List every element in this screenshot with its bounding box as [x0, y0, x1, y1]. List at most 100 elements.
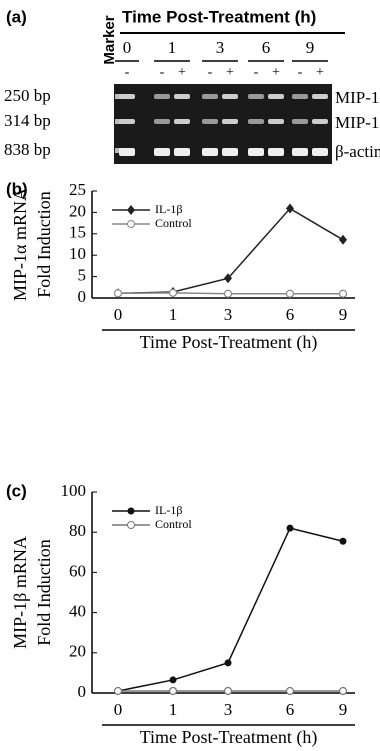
y-tick-label: 15: [69, 223, 86, 242]
y-tick-label: 60: [69, 561, 86, 580]
treatment-sign: +: [272, 65, 280, 80]
time-label: 6: [262, 38, 271, 57]
data-point: [170, 289, 177, 296]
gel-band: [312, 119, 328, 124]
x-axis-label: Time Post-Treatment (h): [140, 332, 318, 353]
y-tick-label: 20: [69, 642, 86, 661]
treatment-sign: -: [160, 65, 165, 80]
y-tick-label: 40: [69, 602, 86, 621]
gene-label: β-actin: [335, 142, 380, 161]
legend-marker: [127, 205, 135, 215]
legend-label: IL-1β: [155, 503, 182, 517]
data-point: [340, 290, 347, 297]
data-point: [287, 525, 294, 532]
data-point: [170, 687, 177, 694]
treatment-sign: -: [125, 65, 130, 80]
panel-label: (a): [6, 7, 27, 26]
gel-band: [222, 94, 238, 99]
gel-band: [222, 148, 238, 156]
series-line: [118, 209, 343, 294]
x-tick-label: 9: [339, 700, 348, 719]
band-size: 314 bp: [4, 111, 51, 130]
gel-band: [292, 94, 308, 99]
y-tick-label: 20: [69, 201, 86, 220]
treatment-sign: -: [298, 65, 303, 80]
x-tick-label: 1: [169, 305, 178, 324]
data-point: [225, 290, 232, 297]
treatment-sign: +: [316, 65, 324, 80]
treatment-sign: +: [226, 65, 234, 80]
data-point: [339, 235, 347, 245]
y-tick-label: 10: [69, 244, 86, 263]
data-point: [115, 290, 122, 297]
gene-label: MIP-1β: [335, 113, 380, 132]
y-tick-label: 100: [61, 481, 87, 500]
y-axis-label: MIP-1β mRNA: [10, 536, 30, 649]
gel-band: [119, 148, 135, 156]
data-point: [225, 687, 232, 694]
x-axis-label: Time Post-Treatment (h): [140, 727, 318, 748]
data-point: [170, 676, 177, 683]
legend-marker: [128, 221, 135, 228]
gel-band: [248, 94, 264, 99]
gel-band: [202, 148, 218, 156]
gel-band: [268, 119, 284, 124]
time-label: 9: [306, 38, 315, 57]
gel-band: [248, 148, 264, 156]
legend-label: Control: [155, 517, 192, 531]
band-size: 250 bp: [4, 86, 51, 105]
data-point: [340, 687, 347, 694]
time-label: 0: [123, 38, 132, 57]
y-tick-label: 0: [78, 287, 87, 306]
time-label: 3: [216, 38, 225, 57]
gel-band: [248, 119, 264, 124]
gel-band: [312, 148, 328, 156]
y-tick-label: 0: [78, 682, 87, 701]
x-tick-label: 3: [224, 305, 233, 324]
data-point: [287, 687, 294, 694]
series-line: [118, 528, 343, 691]
gel-band: [174, 119, 190, 124]
gel-band: [119, 119, 135, 124]
gel-band: [312, 94, 328, 99]
x-tick-label: 1: [169, 700, 178, 719]
data-point: [115, 687, 122, 694]
gel-band: [202, 119, 218, 124]
data-point: [287, 290, 294, 297]
legend-label: Control: [155, 216, 192, 230]
y-tick-label: 25: [69, 180, 86, 199]
legend-marker: [128, 508, 135, 515]
gel-band: [292, 148, 308, 156]
x-tick-label: 3: [224, 700, 233, 719]
treatment-sign: -: [208, 65, 213, 80]
y-axis-label: Fold Induction: [34, 191, 54, 298]
figure: (a) Marker Time Post-Treatment (h) 01369…: [0, 0, 380, 751]
gel-band: [174, 94, 190, 99]
data-point: [225, 659, 232, 666]
x-tick-label: 0: [114, 700, 123, 719]
gel-band: [292, 119, 308, 124]
time-label: 1: [168, 38, 177, 57]
y-tick-label: 80: [69, 521, 86, 540]
gel-title: Time Post-Treatment (h): [122, 7, 316, 26]
gel-band: [154, 119, 170, 124]
legend-label: IL-1β: [155, 202, 182, 216]
legend-marker: [128, 522, 135, 529]
band-size: 838 bp: [4, 140, 51, 159]
gel-band: [154, 94, 170, 99]
y-tick-label: 5: [78, 266, 87, 285]
x-tick-label: 9: [339, 305, 348, 324]
gel-band: [174, 148, 190, 156]
x-tick-label: 6: [286, 305, 295, 324]
gel-band: [268, 94, 284, 99]
treatment-sign: +: [178, 65, 186, 80]
x-tick-label: 0: [114, 305, 123, 324]
y-axis-label: Fold Induction: [34, 539, 54, 646]
y-axis-label: MIP-1α mRNA: [10, 188, 30, 301]
x-tick-label: 6: [286, 700, 295, 719]
gel-band: [222, 119, 238, 124]
gel-band: [119, 94, 135, 99]
panel-label: (c): [6, 481, 27, 500]
gene-label: MIP-1α: [335, 88, 380, 107]
data-point: [340, 538, 347, 545]
